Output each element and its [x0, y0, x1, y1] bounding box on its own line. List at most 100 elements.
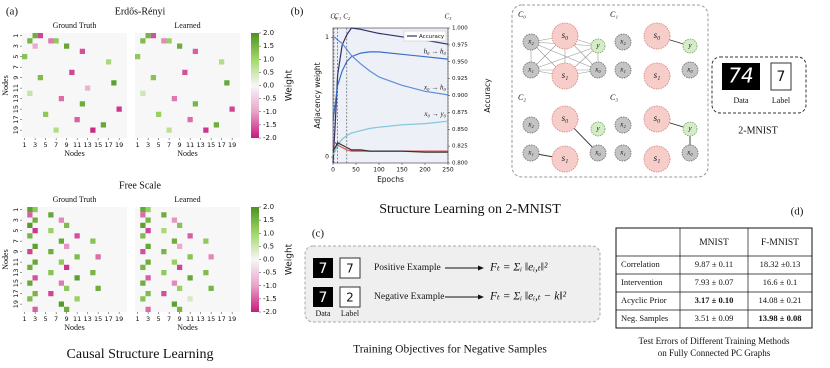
heatmap-group-title: Free Scale [119, 180, 161, 191]
heatmap-cell [95, 254, 101, 260]
x-tick-label: 15 [207, 141, 215, 149]
x-tick-label: 11 [73, 141, 81, 149]
marker-label: C₀ [330, 13, 338, 21]
x-axis-label: Nodes [177, 149, 197, 158]
x-tick-label: 9 [178, 315, 182, 323]
example-name: Positive Example [374, 263, 441, 273]
x-tick-label: 13 [196, 315, 204, 323]
heatmap-cell [145, 33, 151, 39]
x-tick-label: 1 [23, 315, 27, 323]
graph-node [590, 38, 606, 54]
heatmap-cell [187, 117, 193, 123]
heatmap-cell [74, 233, 80, 239]
graph-edge [530, 41, 599, 71]
colorbar-tick-label: 1.0 [263, 55, 274, 63]
y-tick-label: 0 [325, 154, 329, 161]
example-name: Negative Example [374, 292, 444, 302]
heatmap-cell [27, 38, 33, 44]
colorbar-tick-label: 2.0 [263, 29, 274, 37]
heatmap-cell [171, 259, 177, 265]
node-label: x₁ [527, 149, 534, 157]
table-cell: 3.17 ± 0.10 [695, 295, 734, 305]
label-caption: Label [341, 309, 360, 318]
heatmap-cell [64, 285, 70, 291]
x-tick-label: 9 [65, 315, 69, 323]
graph-node [614, 116, 632, 134]
table-caption: on Fully Connected PC Graphs [658, 348, 771, 358]
node-label: x₂ [527, 121, 534, 129]
caption: Causal Structure Learning [67, 347, 214, 362]
heatmap-cell [58, 96, 64, 102]
graph-node [551, 105, 579, 133]
heatmap-cell [192, 48, 198, 54]
heatmap-cell [58, 280, 64, 286]
marker-label: C₂ [343, 13, 351, 21]
node-label: x₂ [527, 38, 534, 46]
heatmap-cell [27, 222, 33, 228]
x-tick-label: 19 [115, 141, 123, 149]
graph-node [522, 144, 540, 162]
heatmap-cell [32, 275, 38, 281]
heatmap-cell [74, 275, 80, 281]
heatmap-cell [27, 264, 33, 270]
heatmap-cell [150, 33, 156, 39]
x-tick-label: 1 [136, 315, 140, 323]
x-tick-label: 1 [136, 141, 140, 149]
heatmap-cell [187, 233, 193, 239]
heatmap-cell [27, 90, 33, 96]
table-header: MNIST [699, 238, 729, 248]
row-label: Intervention [621, 277, 663, 287]
heatmap-cell [27, 280, 33, 286]
table-cell: 13.98 ± 0.08 [759, 313, 802, 323]
data-image [313, 258, 333, 278]
heatmap-cell [140, 249, 146, 255]
y2-tick-label: 0.900 [452, 93, 468, 99]
data-caption: Data [733, 96, 749, 105]
arrow-head [478, 265, 484, 271]
x-tick-label: 5 [157, 315, 161, 323]
heatmap-cell [111, 80, 117, 86]
y2-tick-label: 0.975 [452, 42, 468, 48]
node-label: y [687, 125, 692, 133]
colorbar-tick-label: 0.0 [263, 256, 274, 264]
heatmap-cell [74, 117, 80, 123]
graph-node [682, 38, 698, 54]
graph-node [522, 61, 540, 79]
graph-node [614, 144, 632, 162]
row-label: Acyclic Prior [621, 295, 667, 305]
y-tick-label: 7 [12, 65, 20, 69]
graph-label: C₃ [610, 93, 618, 102]
table-cell: 16.6 ± 0.1 [763, 277, 797, 287]
heatmap-cell [27, 249, 33, 255]
row-label: Correlation [621, 259, 660, 269]
heatmap-cell [22, 54, 28, 60]
heatmap-cell [140, 207, 146, 213]
node-label: s₀ [562, 30, 569, 40]
heatmap-cell [145, 275, 151, 281]
graph-node [589, 144, 607, 162]
x-tick-label: 15 [207, 315, 215, 323]
table-cell: 3.51 ± 0.09 [695, 313, 734, 323]
heatmap-cell [43, 111, 49, 117]
heatmap-cell [177, 285, 183, 291]
colorbar-tick-label: -2.0 [263, 134, 277, 142]
y2-tick-label: 0.925 [452, 76, 468, 82]
heatmap-cell [145, 306, 151, 312]
heatmap-cell [171, 96, 177, 102]
y-tick-label: 13 [12, 268, 20, 276]
heatmap-cell [74, 254, 80, 260]
x-tick-label: 11 [73, 315, 81, 323]
graph-node [681, 61, 699, 79]
colorbar-tick-label: -2.0 [263, 308, 277, 316]
heatmap-cell [177, 243, 183, 249]
heatmap-cell [145, 291, 151, 297]
heatmap-cell [171, 301, 177, 307]
table-caption: Test Errors of Different Training Method… [639, 336, 790, 346]
node-label: s₁ [654, 153, 661, 163]
heatmap-cell [79, 101, 85, 107]
y-tick-label: 17 [12, 115, 20, 123]
x-tick-label: 5 [44, 315, 48, 323]
heatmap-cell [53, 38, 59, 44]
line-annotation: x₀ → h₀ [423, 84, 447, 92]
